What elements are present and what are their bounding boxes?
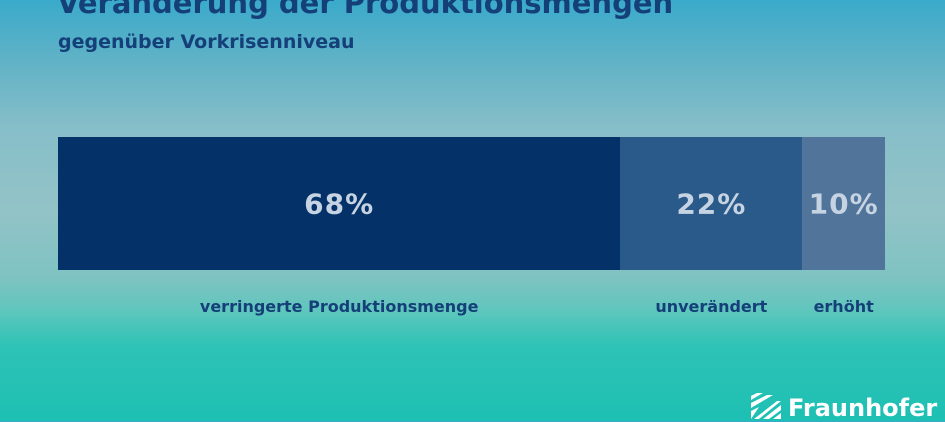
chart-subtitle: gegenüber Vorkrisenniveau [58, 31, 355, 53]
fraunhofer-logo-icon [751, 393, 781, 419]
data-label-verringerte-produktionsmenge: 68% [304, 188, 374, 221]
chart-title: Veränderung der Produktionsmengen [57, 0, 674, 20]
data-label-unver-ndert: 22% [676, 188, 746, 221]
category-label-unver-ndert: unverändert [655, 297, 767, 316]
fraunhofer-logo-text: Fraunhofer [788, 394, 938, 422]
bar-segment-unver-ndert [620, 137, 803, 270]
bar-segment-verringerte-produktionsmenge [58, 137, 621, 270]
fraunhofer-logo: Fraunhofer [751, 393, 938, 422]
bar-segment-erh-ht [802, 137, 885, 270]
data-label-erh-ht: 10% [809, 188, 879, 221]
category-label-verringerte-produktionsmenge: verringerte Produktionsmenge [200, 297, 479, 316]
category-label-erh-ht: erhöht [814, 297, 875, 316]
